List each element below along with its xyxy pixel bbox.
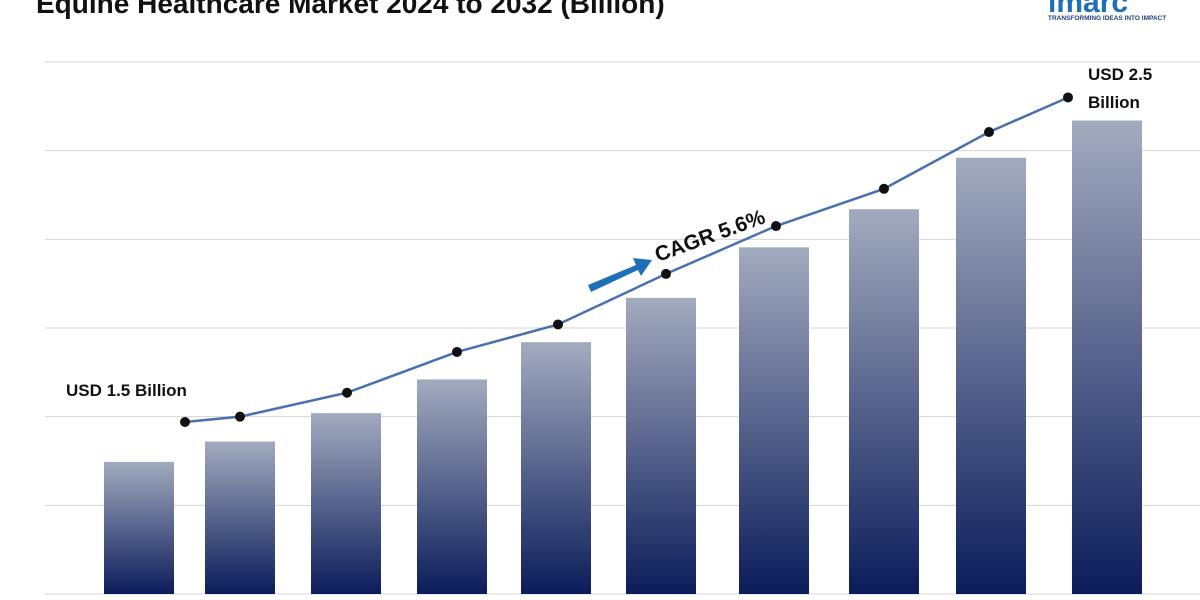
trend-point	[984, 127, 994, 138]
bar	[849, 209, 919, 595]
bar	[205, 441, 275, 594]
bar	[104, 461, 174, 594]
trend-line	[184, 96, 1069, 424]
trend-point	[771, 221, 781, 232]
trend-point	[879, 183, 889, 194]
bar	[739, 247, 809, 594]
bar	[1072, 120, 1142, 595]
cagr-arrow	[588, 258, 652, 292]
trend-point	[235, 411, 245, 422]
chart-title: Equine Healthcare Market 2024 to 2032 (B…	[36, 0, 665, 19]
bar	[956, 157, 1026, 594]
trend-point	[1063, 92, 1073, 103]
trend-point	[342, 387, 352, 398]
trend-point	[553, 319, 563, 330]
logo-tagline: TRANSFORMING IDEAS INTO IMPACT	[1048, 15, 1166, 22]
trend-point	[180, 416, 190, 427]
trend-point	[452, 346, 462, 357]
start-label: USD 1.5 Billion	[66, 381, 187, 400]
trend-point	[661, 268, 671, 279]
bar	[521, 342, 591, 594]
end-label: USD 2.5	[1088, 65, 1152, 84]
bar	[311, 413, 381, 594]
logo: imarc TRANSFORMING IDEAS INTO IMPACT	[1048, 0, 1166, 22]
bar	[417, 379, 487, 594]
bar	[626, 297, 696, 594]
end-label: Billion	[1088, 93, 1140, 112]
logo-name: imarc	[1048, 0, 1128, 19]
